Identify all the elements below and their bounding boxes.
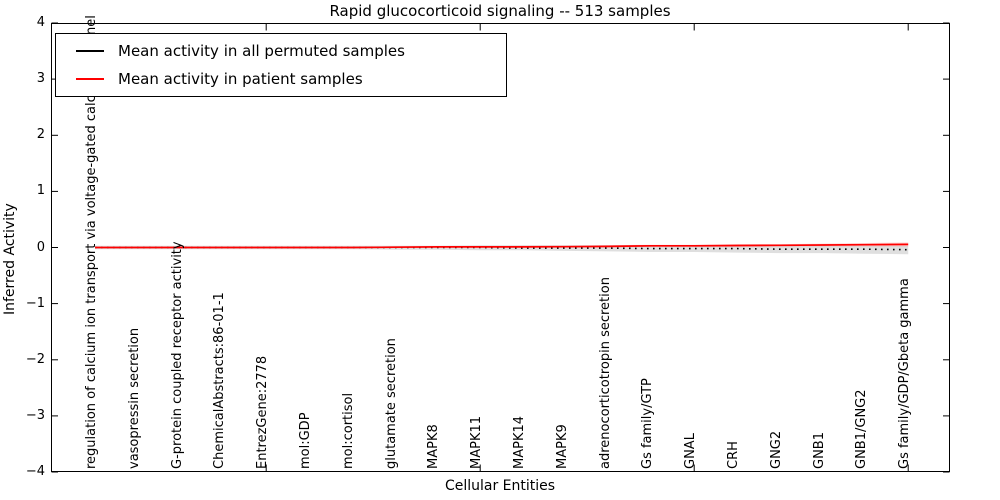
- patient-samples-band: [95, 242, 909, 249]
- y-tick-label: −3: [25, 407, 45, 423]
- x-category-label: mol:GDP: [298, 412, 313, 469]
- x-axis-label: Cellular Entities: [444, 478, 556, 494]
- series-line: [95, 243, 909, 249]
- x-category-label: GNG2: [768, 430, 784, 469]
- y-tick-label: −2: [25, 351, 45, 367]
- plot-area: [51, 22, 950, 473]
- legend-line-sample-patient: [76, 78, 104, 80]
- x-category-label: GNB1: [811, 432, 827, 469]
- x-category-label: GNAL: [683, 433, 699, 469]
- x-category-label: Gs family/GDP/Gbeta gamma: [897, 278, 913, 469]
- legend-entry-permuted: Mean activity in all permuted samples: [56, 39, 506, 63]
- y-tick-label: −1: [25, 295, 45, 311]
- x-category-label: vasopressin secretion: [126, 327, 142, 469]
- x-category-label: ChemicalAbstracts:86-01-1: [212, 292, 228, 469]
- x-category-label: CRH: [726, 441, 741, 469]
- y-tick-label: 2: [36, 127, 45, 143]
- y-tick-label: −4: [25, 464, 45, 479]
- legend-box: Mean activity in all permuted samples Me…: [55, 33, 507, 97]
- x-category-label: MAPK8: [426, 424, 442, 469]
- x-category-label: MAPK9: [554, 424, 570, 469]
- y-tick-label: 3: [36, 71, 45, 87]
- legend-line-sample-permuted: [76, 50, 104, 52]
- legend-label-patient: Mean activity in patient samples: [118, 70, 363, 88]
- x-category-label: Gs family/GTP: [640, 378, 656, 469]
- x-category-label: adrenocorticotropin secretion: [597, 277, 613, 469]
- x-category-label: mol:cortisol: [340, 392, 356, 469]
- x-category-label: GNB1/GNG2: [854, 389, 870, 469]
- x-category-label: MAPK14: [512, 415, 527, 469]
- x-category-label: EntrezGene:2778: [255, 355, 271, 469]
- legend-label-permuted: Mean activity in all permuted samples: [118, 42, 405, 60]
- y-tick-label: 1: [36, 183, 45, 199]
- legend-entry-patient: Mean activity in patient samples: [56, 67, 506, 91]
- x-category-label: glutamate secretion: [383, 338, 399, 469]
- plot-frame: [51, 23, 950, 472]
- y-tick-label: 4: [36, 15, 45, 30]
- chart-title: Rapid glucocorticoid signaling -- 513 sa…: [329, 2, 671, 20]
- x-category-label: MAPK11: [469, 415, 485, 469]
- y-tick-label: 0: [36, 239, 45, 255]
- x-category-label: G-protein coupled receptor activity: [169, 241, 185, 469]
